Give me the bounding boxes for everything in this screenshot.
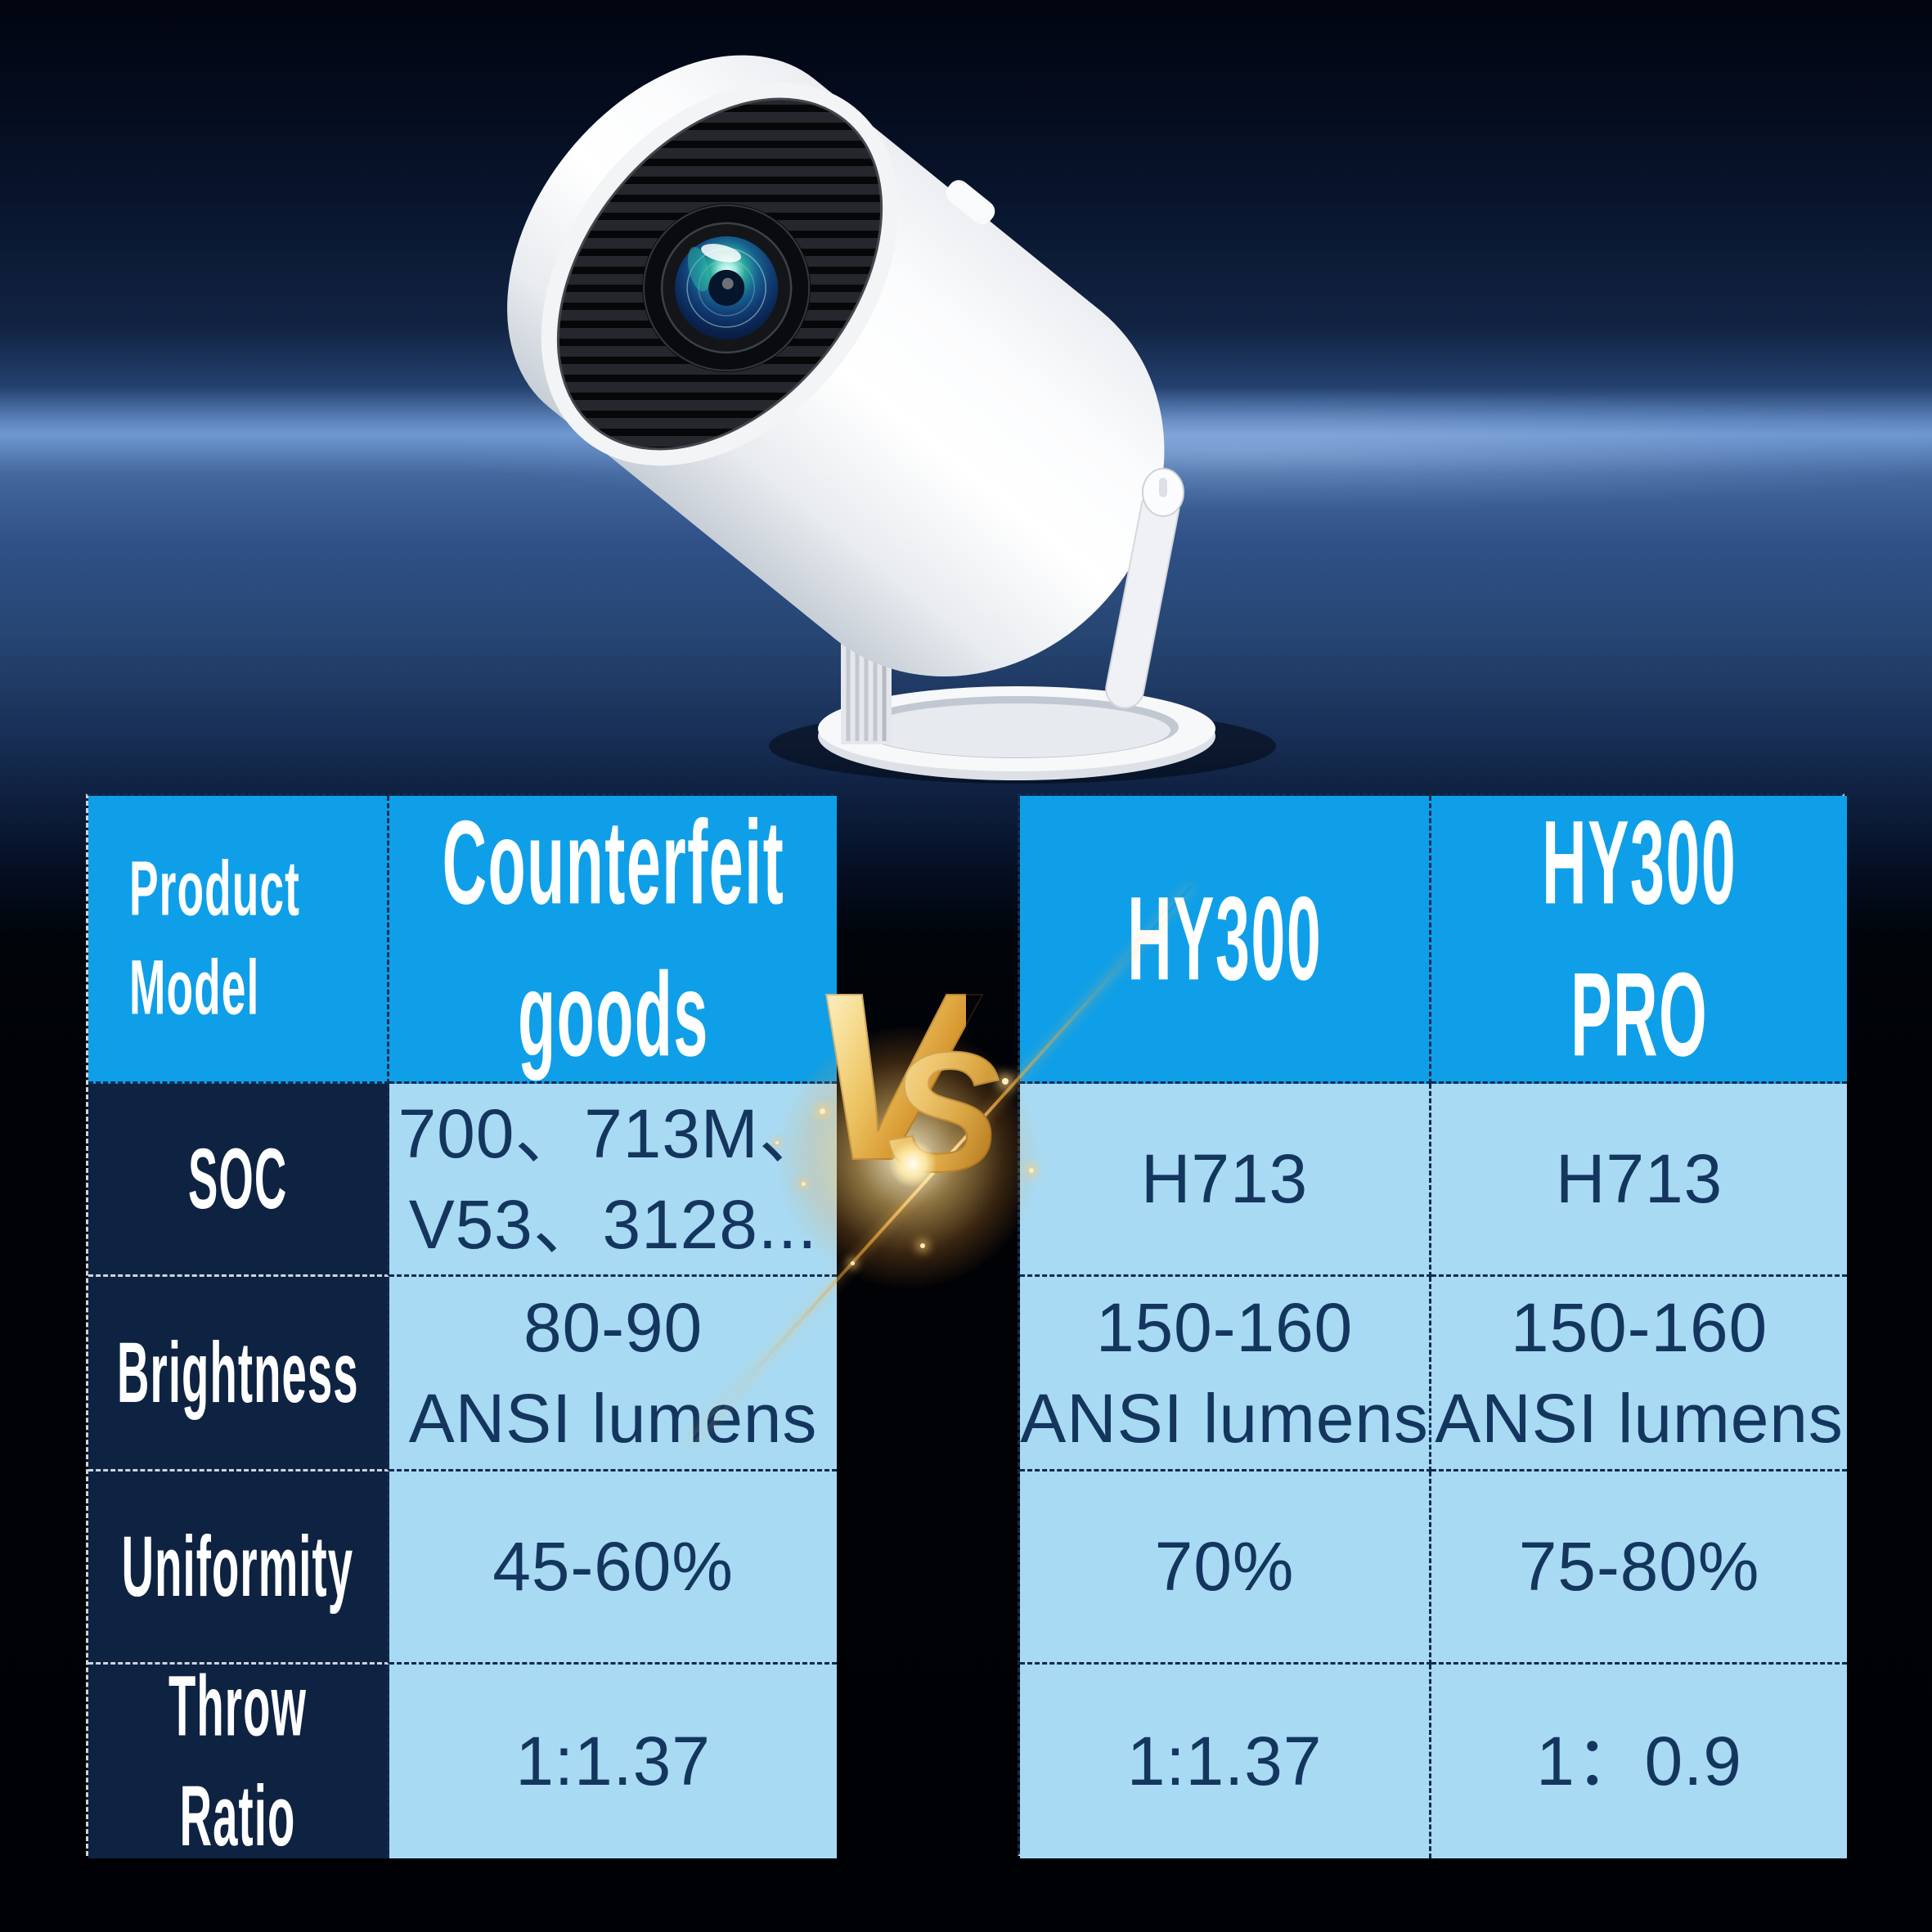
projector-body xyxy=(493,38,1165,676)
row-label-uniformity: Uniformity xyxy=(88,1471,389,1665)
stand-base xyxy=(818,686,1215,780)
corner-header-label: Product Model xyxy=(129,846,300,1031)
corner-header-cell: Product Model xyxy=(88,796,389,1084)
hy300-header-cell: HY300 xyxy=(1020,796,1431,1084)
hy300-pro-brightness-cell: 150-160 ANSI lumens xyxy=(1431,1277,1847,1471)
row-label-throw-ratio: Throw Ratio xyxy=(88,1658,389,1864)
hy300-comparison-table: HY300 HY300 PRO H713 H713 150-160 ANSI l… xyxy=(1018,793,1847,1858)
hy300-throw-ratio-cell: 1:1.37 xyxy=(1020,1665,1431,1858)
row-label-brightness: Brightness xyxy=(88,1277,389,1471)
counterfeit-header-cell: Counterfeit goods xyxy=(389,795,837,1084)
counterfeit-header-label: Counterfeit goods xyxy=(442,795,784,1082)
hy300-soc-cell: H713 xyxy=(1020,1084,1431,1277)
flare-core xyxy=(890,1141,936,1187)
counterfeit-throw-ratio-cell: 1:1.37 xyxy=(389,1665,837,1858)
lens xyxy=(642,203,811,372)
hy300-pro-uniformity-cell: 75-80% xyxy=(1431,1471,1847,1665)
hy300-pro-throw-ratio-cell: 1：0.9 xyxy=(1431,1665,1847,1858)
stand-arm xyxy=(1105,468,1184,709)
sparkle-dot xyxy=(851,1261,855,1265)
projector-illustration xyxy=(493,38,1276,784)
vs-letter-s: S xyxy=(886,1018,1001,1207)
counterfeit-brightness-cell: 80-90 ANSI lumens xyxy=(389,1277,837,1471)
sparkle-dot xyxy=(1002,1078,1009,1085)
sparkle-dot xyxy=(920,1243,925,1248)
counterfeit-soc-cell: 700、713M、 V53、3128... xyxy=(389,1084,837,1277)
lens-highlight xyxy=(701,244,742,263)
hy300-uniformity-cell: 70% xyxy=(1020,1471,1431,1665)
top-vent-notch xyxy=(946,180,995,225)
hy300-brightness-cell: 150-160 ANSI lumens xyxy=(1020,1277,1431,1471)
counterfeit-uniformity-cell: 45-60% xyxy=(389,1471,837,1665)
counterfeit-comparison-table: Product Model Counterfeit goods SOC 700、… xyxy=(86,793,837,1864)
row-label-soc: SOC xyxy=(88,1084,389,1277)
hy300-pro-soc-cell: H713 xyxy=(1431,1084,1847,1277)
hy300-pro-header-cell: HY300 PRO xyxy=(1431,795,1847,1084)
